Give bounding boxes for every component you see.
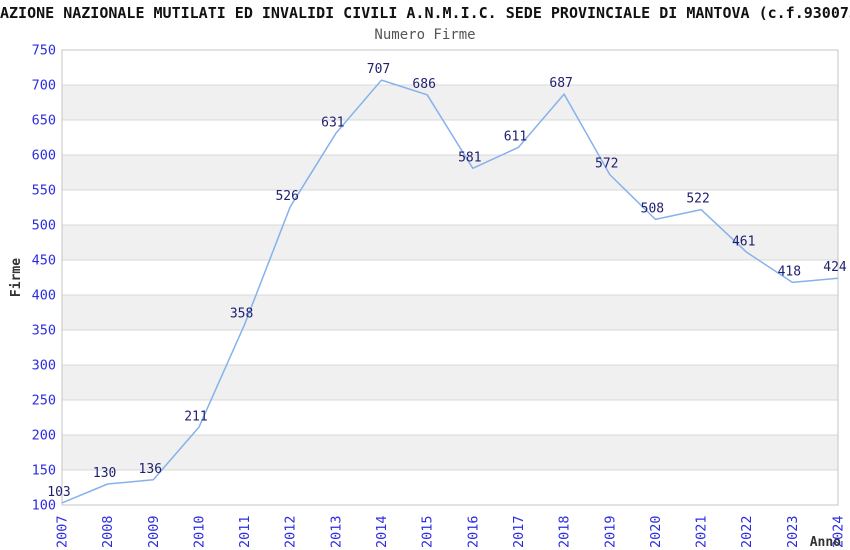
plot-area bbox=[62, 50, 838, 505]
y-tick-label: 150 bbox=[32, 463, 56, 479]
x-tick-label: 2010 bbox=[191, 515, 207, 548]
x-tick-label: 2009 bbox=[146, 515, 162, 548]
y-tick-label: 700 bbox=[32, 78, 56, 94]
data-label: 572 bbox=[595, 157, 618, 172]
grid-band bbox=[62, 295, 838, 330]
data-label: 508 bbox=[641, 201, 664, 216]
x-tick-label: 2024 bbox=[831, 515, 847, 548]
chart-subtitle: Numero Firme bbox=[374, 27, 476, 43]
x-tick-label: 2022 bbox=[739, 515, 755, 548]
y-tick-label: 650 bbox=[32, 113, 56, 129]
x-tick-label: 2018 bbox=[557, 515, 573, 548]
y-tick-label: 200 bbox=[32, 428, 56, 444]
y-tick-label: 550 bbox=[32, 183, 56, 199]
y-tick-label: 450 bbox=[32, 253, 56, 269]
data-label: 522 bbox=[686, 192, 709, 207]
x-tick-label: 2008 bbox=[100, 515, 116, 548]
data-label: 130 bbox=[93, 466, 116, 481]
data-label: 358 bbox=[230, 306, 253, 321]
x-tick-label: 2012 bbox=[283, 515, 299, 548]
x-tick-label: 2015 bbox=[420, 515, 436, 548]
data-labels: 103 130 136 211 358 526 631 707 686 581 611 687 572 5… bbox=[47, 62, 847, 500]
x-tick-label: 2011 bbox=[237, 515, 253, 548]
series-line bbox=[61, 79, 839, 504]
y-tick-label: 100 bbox=[32, 498, 56, 514]
data-label: 461 bbox=[732, 234, 755, 249]
data-label: 136 bbox=[139, 462, 162, 477]
x-tick-label: 2013 bbox=[328, 515, 344, 548]
x-tick-label: 2020 bbox=[648, 515, 664, 548]
data-label: 211 bbox=[184, 409, 207, 424]
x-tick-label: 2007 bbox=[55, 515, 71, 548]
x-axis-labels: 2007 2008 2009 2010 2011 2012 2013 2014 2015 2016… bbox=[55, 515, 847, 548]
grid-band bbox=[62, 365, 838, 400]
grid-band bbox=[62, 225, 838, 260]
x-tick-label: 2023 bbox=[785, 515, 801, 548]
y-axis-labels: 100 150 200 250 300 350 400 450 500 550 600 650 700 7… bbox=[32, 43, 56, 514]
y-tick-label: 300 bbox=[32, 358, 56, 374]
y-tick-label: 350 bbox=[32, 323, 56, 339]
x-tick-label: 2021 bbox=[694, 515, 710, 548]
y-tick-label: 400 bbox=[32, 288, 56, 304]
grid-bands bbox=[62, 85, 838, 470]
y-tick-label: 750 bbox=[32, 43, 56, 59]
x-tick-label: 2017 bbox=[511, 515, 527, 548]
y-tick-label: 250 bbox=[32, 393, 56, 409]
data-label: 707 bbox=[367, 62, 390, 77]
x-tick-label: 2019 bbox=[602, 515, 618, 548]
y-tick-label: 600 bbox=[32, 148, 56, 164]
plot-border bbox=[61, 49, 839, 506]
data-label: 418 bbox=[778, 264, 801, 279]
data-label: 103 bbox=[47, 485, 70, 500]
grid-band bbox=[62, 435, 838, 470]
x-axis-title: Anno bbox=[810, 535, 841, 550]
x-tick-label: 2014 bbox=[374, 515, 390, 548]
grid-band bbox=[62, 155, 838, 190]
data-label: 686 bbox=[412, 77, 435, 92]
data-label: 581 bbox=[458, 150, 481, 165]
data-label: 611 bbox=[504, 129, 527, 144]
data-label: 424 bbox=[823, 260, 847, 275]
data-label: 687 bbox=[549, 76, 572, 91]
grid-band bbox=[62, 85, 838, 120]
y-tick-label: 500 bbox=[32, 218, 56, 234]
data-label: 631 bbox=[321, 115, 344, 130]
data-label: 526 bbox=[275, 189, 298, 204]
x-tick-label: 2016 bbox=[465, 515, 481, 548]
chart-title: AZIONE NAZIONALE MUTILATI ED INVALIDI CI… bbox=[0, 4, 850, 22]
y-axis-title: Firme bbox=[9, 258, 24, 297]
